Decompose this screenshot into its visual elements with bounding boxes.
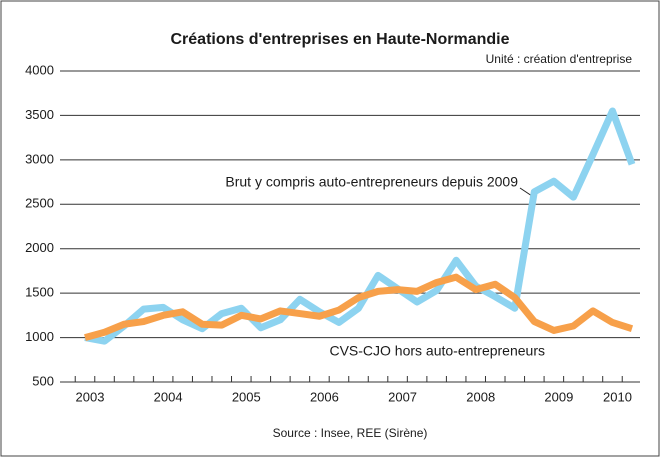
x-tick-label: 2005	[232, 389, 261, 404]
series-label: Brut y compris auto-entrepreneurs depuis…	[225, 174, 518, 190]
x-tick-label: 2008	[466, 389, 495, 404]
series-label: CVS-CJO hors auto-entrepreneurs	[329, 343, 545, 359]
y-tick-label: 1500	[25, 285, 54, 300]
x-tick-label: 2006	[310, 389, 339, 404]
unit: Unité : création d'entreprise	[486, 52, 633, 66]
y-tick-label: 1000	[25, 329, 54, 344]
chart-title: Créations d'entreprises en Haute-Normand…	[171, 31, 510, 48]
y-tick-label: 4000	[25, 62, 54, 77]
x-tick-label: 2010	[603, 389, 632, 404]
y-tick-label: 3500	[25, 107, 54, 122]
y-tick-label: 3000	[25, 151, 54, 166]
y-tick-label: 2500	[25, 196, 54, 211]
y-tick-label: 500	[32, 373, 54, 388]
x-tick-label: 2009	[544, 389, 573, 404]
series-line	[84, 273, 634, 341]
x-tick-label: 2007	[388, 389, 417, 404]
y-tick-label: 2000	[25, 240, 54, 255]
x-tick-label: 2004	[154, 389, 183, 404]
x-tick-label: 2003	[76, 389, 105, 404]
source: Source : Insee, REE (Sirène)	[273, 426, 428, 440]
